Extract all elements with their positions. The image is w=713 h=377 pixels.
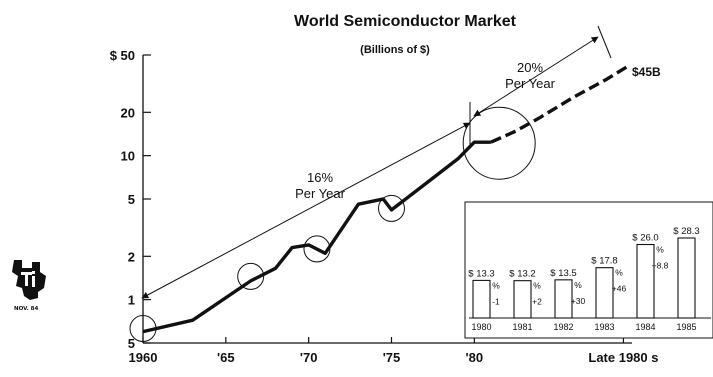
inset-pct-sign: % xyxy=(574,280,582,290)
inset-pct-sign: % xyxy=(533,281,541,291)
inset-pct-sign: % xyxy=(615,268,623,278)
x-tick-label: '75 xyxy=(383,350,401,365)
y-tick-label: 5 xyxy=(128,192,135,207)
growth-16-pct: 16% xyxy=(307,170,333,185)
ti-logo: NOV. 84 xyxy=(12,260,46,312)
texas-shape-icon xyxy=(12,260,46,300)
y-tick-label: 1 xyxy=(128,293,135,308)
inset-year-label: 1981 xyxy=(512,322,532,332)
inset-pct-change: +2 xyxy=(532,297,542,307)
inset-year-label: 1984 xyxy=(635,322,655,332)
inset-pct-change: +8.8 xyxy=(652,261,669,271)
logo-letter-i-dot xyxy=(32,271,35,274)
inset-bar xyxy=(636,243,655,319)
arrow-tick-late-80s xyxy=(597,25,612,59)
inset-bar xyxy=(677,237,696,319)
x-tick-label: '65 xyxy=(217,350,235,365)
y-tick-label: 2 xyxy=(128,249,135,264)
inset-value-label: $ 13.2 xyxy=(509,269,535,280)
inset-value-label: $ 17.8 xyxy=(591,256,617,267)
growth-20-label: Per Year xyxy=(505,76,556,91)
inset-year-label: 1982 xyxy=(553,322,573,332)
inset-year-label: 1983 xyxy=(594,322,614,332)
inset-year-label: 1985 xyxy=(676,322,696,332)
y-tick-label: 10 xyxy=(121,149,135,164)
end-value-label: $45B xyxy=(632,65,661,79)
inset-frame xyxy=(464,201,713,339)
inset-bar xyxy=(513,280,532,319)
chart-title: World Semiconductor Market xyxy=(294,13,517,30)
inset-value-label: $ 13.5 xyxy=(550,268,576,279)
inset-value-label: $ 13.3 xyxy=(468,268,494,279)
y-axis-ticks: $ 50 20 10 5 2 1 5 xyxy=(110,48,151,351)
x-tick-label: '70 xyxy=(300,350,318,365)
inset-pct-change: +30 xyxy=(571,296,586,306)
inset-pct-sign: % xyxy=(492,281,500,291)
inset-pct-sign: % xyxy=(656,245,664,255)
inset-bars: $ 13.3 1980% -1 $ 13.2 1981% +2 $ 13.5 1982% +30… xyxy=(468,226,699,332)
y-tick-label: 5 xyxy=(128,336,135,351)
x-axis-ticks: 1960 '65 '70 '75 '80 Late 1980 s xyxy=(129,337,658,365)
growth-arrow-20 xyxy=(473,36,599,117)
inset-value-label: $ 26.0 xyxy=(632,233,658,244)
inset-bar xyxy=(595,267,614,319)
chart-subtitle: (Billions of $) xyxy=(360,44,430,56)
logo-caption: NOV. 84 xyxy=(14,306,39,312)
inset-year-label: 1980 xyxy=(471,322,491,332)
x-tick-label: 1960 xyxy=(129,350,158,365)
growth-20-pct: 20% xyxy=(517,60,543,75)
logo-letter-t-bar xyxy=(21,272,32,275)
inset-bar-chart: $ 13.3 1980% -1 $ 13.2 1981% +2 $ 13.5 1982% +30… xyxy=(464,201,713,339)
inset-pct-change: +46 xyxy=(612,284,627,294)
inset-pct-change: -1 xyxy=(492,297,500,307)
logo-letter-t xyxy=(25,272,28,286)
growth-arrow-16 xyxy=(141,122,471,299)
y-tick-label: $ 50 xyxy=(110,48,135,63)
logo-letter-i xyxy=(32,276,35,287)
x-tick-label: '80 xyxy=(466,350,484,365)
series-line-projected xyxy=(490,64,630,144)
inset-value-label: $ 28.3 xyxy=(673,226,699,237)
y-tick-label: 20 xyxy=(121,105,135,120)
growth-16-label: Per Year xyxy=(295,186,346,201)
x-tick-label: Late 1980 s xyxy=(588,350,658,365)
inset-bar xyxy=(472,279,491,319)
inset-bar xyxy=(554,279,573,319)
